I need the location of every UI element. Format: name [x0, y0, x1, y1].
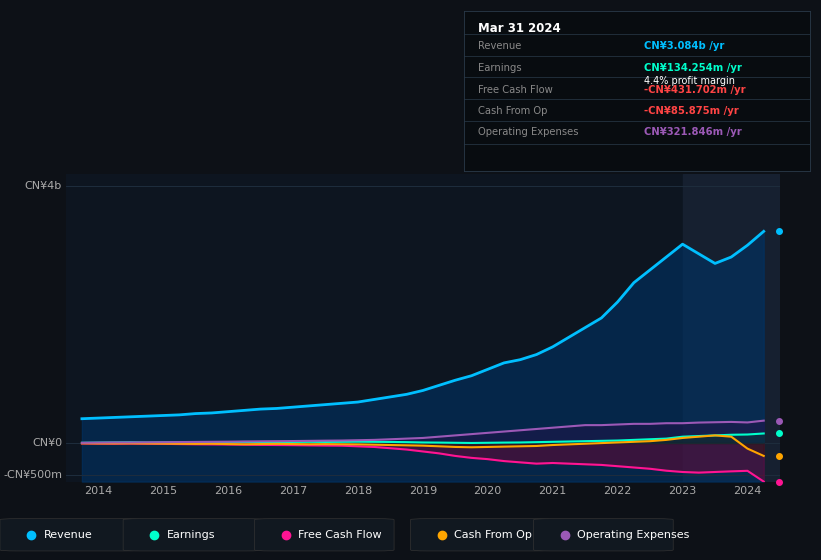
Text: CN¥3.084b /yr: CN¥3.084b /yr [644, 40, 724, 50]
Text: Revenue: Revenue [44, 530, 92, 540]
Text: Free Cash Flow: Free Cash Flow [478, 85, 553, 95]
Bar [682, 174, 780, 482]
FancyBboxPatch shape [0, 519, 140, 551]
FancyBboxPatch shape [534, 519, 673, 551]
FancyBboxPatch shape [255, 519, 394, 551]
FancyBboxPatch shape [410, 519, 550, 551]
Text: -CN¥85.875m /yr: -CN¥85.875m /yr [644, 106, 739, 116]
Text: Operating Expenses: Operating Expenses [577, 530, 690, 540]
Text: CN¥0: CN¥0 [32, 438, 62, 448]
Text: CN¥134.254m /yr: CN¥134.254m /yr [644, 63, 742, 73]
Text: Cash From Op: Cash From Op [454, 530, 532, 540]
Text: CN¥4b: CN¥4b [25, 181, 62, 192]
Text: 4.4% profit margin: 4.4% profit margin [644, 76, 735, 86]
Text: Free Cash Flow: Free Cash Flow [298, 530, 382, 540]
Text: Cash From Op: Cash From Op [478, 106, 547, 116]
Text: Operating Expenses: Operating Expenses [478, 128, 578, 138]
FancyBboxPatch shape [123, 519, 263, 551]
Text: Revenue: Revenue [478, 40, 521, 50]
Text: Earnings: Earnings [478, 63, 521, 73]
Text: Earnings: Earnings [167, 530, 215, 540]
Text: Mar 31 2024: Mar 31 2024 [478, 22, 561, 35]
Text: -CN¥431.702m /yr: -CN¥431.702m /yr [644, 85, 745, 95]
Text: CN¥321.846m /yr: CN¥321.846m /yr [644, 128, 742, 138]
Text: -CN¥500m: -CN¥500m [3, 470, 62, 480]
